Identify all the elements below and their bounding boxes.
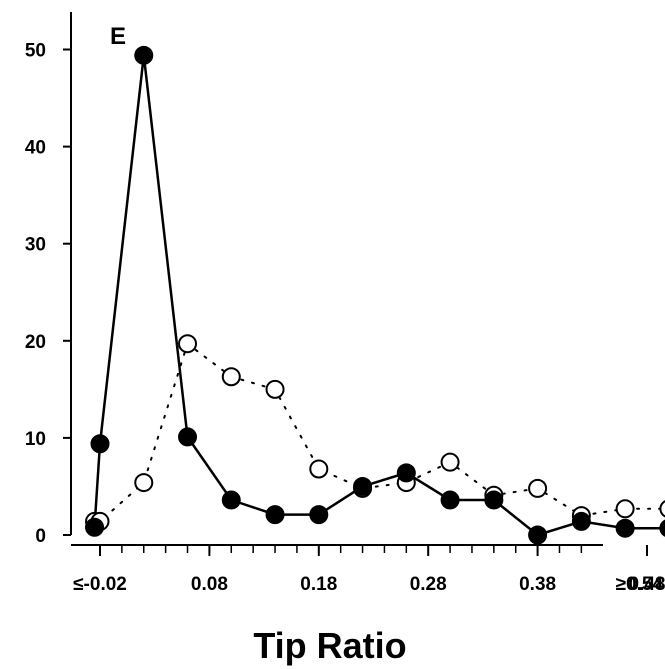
open-point bbox=[659, 500, 665, 518]
filled-point bbox=[615, 518, 635, 538]
open-point bbox=[615, 499, 635, 519]
x-tick-label: 0.08 bbox=[191, 574, 228, 595]
filled-point bbox=[484, 490, 504, 510]
x-tick-label: ≥0.54 bbox=[616, 574, 664, 595]
filled-point bbox=[528, 525, 548, 545]
series-points bbox=[85, 45, 665, 545]
open-point bbox=[528, 478, 548, 498]
x-tick-label: 0.48 bbox=[629, 574, 665, 595]
filled-point bbox=[396, 463, 416, 483]
x-tick-label: 0.28 bbox=[410, 574, 447, 595]
filled-point bbox=[440, 490, 460, 510]
y-tick-label: 50 bbox=[25, 41, 46, 62]
y-tick-label: 0 bbox=[35, 526, 46, 547]
filled-point bbox=[659, 519, 665, 537]
y-tick-label: 30 bbox=[25, 235, 46, 256]
y-tick-label: 20 bbox=[25, 332, 46, 353]
filled-point bbox=[309, 505, 329, 525]
open-point bbox=[309, 459, 329, 479]
y-tick-label: 40 bbox=[25, 138, 46, 159]
filled-point bbox=[85, 517, 105, 537]
x-tick-label: 0.38 bbox=[519, 574, 556, 595]
series-filled-line bbox=[93, 55, 665, 537]
x-tick-label: ≤-0.02 bbox=[73, 574, 127, 595]
panel-label: E bbox=[110, 23, 126, 50]
filled-point bbox=[178, 427, 198, 447]
y-tick-label: 10 bbox=[25, 429, 46, 450]
filled-point bbox=[571, 511, 591, 531]
series-lines bbox=[93, 55, 665, 537]
filled-point bbox=[353, 476, 373, 496]
x-axis-title: Tip Ratio bbox=[253, 625, 406, 666]
y-axis-ticks: 0 10 20 30 40 50 bbox=[25, 41, 71, 547]
x-tick-label: 0.18 bbox=[300, 574, 337, 595]
filled-point bbox=[265, 505, 285, 525]
open-point bbox=[134, 473, 154, 493]
open-point bbox=[440, 452, 460, 472]
filled-point bbox=[134, 45, 154, 65]
filled-point bbox=[90, 434, 110, 454]
filled-point bbox=[221, 490, 241, 510]
open-point bbox=[221, 367, 241, 387]
x-axis-ticks: ≤-0.02 0.08 0.18 0.28 0.38 0.48≥0.54 bbox=[73, 545, 665, 595]
open-point bbox=[178, 334, 198, 354]
open-point bbox=[265, 379, 285, 399]
